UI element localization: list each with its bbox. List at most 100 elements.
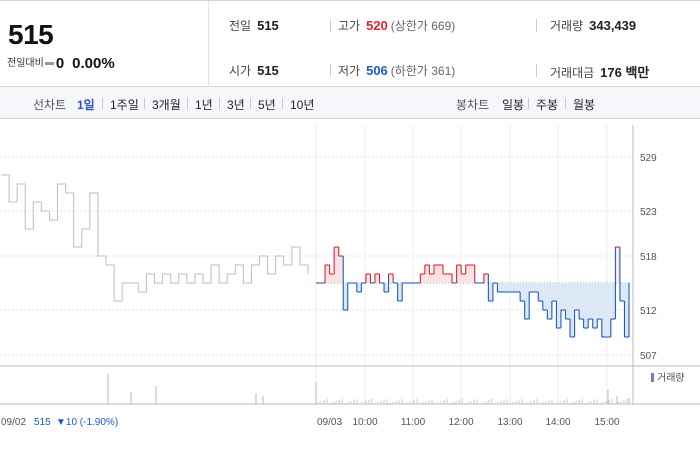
area-fill [483,274,489,283]
area-fill [515,283,521,292]
area-fill [343,283,348,310]
area-fill [374,274,380,283]
line-chart-label: 선차트 [33,98,67,112]
divider [330,19,331,32]
area-fill [574,283,580,310]
volume-legend-swatch [651,373,654,382]
candle-weekly[interactable]: 주봉 [536,98,559,112]
divider [536,64,537,77]
prev-day-change: ▼10 (-1.90%) [56,417,118,428]
y-tick-label: 512 [640,306,657,317]
candle-chart-label: 봉차트 [456,98,490,112]
area-fill [542,283,548,310]
area-fill [538,283,543,301]
x-tick-label: 14:00 [545,417,570,428]
range-10y[interactable]: 10년 [290,98,315,112]
area-fill [334,247,339,283]
area-fill [624,283,629,337]
prev-day-close: 515 [34,417,51,428]
prev-day-date: 09/02 [1,417,26,428]
divider [282,98,283,109]
divider [565,98,566,109]
y-tick-label: 523 [640,207,657,218]
range-1y[interactable]: 1년 [195,98,213,112]
change-label: 전일대비 [7,58,44,69]
area-fill [615,247,620,283]
area-fill [465,265,471,283]
stat-prev-close: 전일 515 [229,18,279,33]
stat-trading-value: 거래대금 176 백만 [550,65,650,80]
divider [330,64,331,77]
stat-open: 시가 515 [229,63,279,78]
area-fill [438,265,444,283]
area-fill [338,256,344,283]
area-fill [606,283,611,337]
quote-header: 515 전일대비 0 0.00% 전일 515 고가 520 (상한가 669) 거래량 3… [0,0,700,87]
area-fill [384,283,389,292]
area-fill [461,274,466,283]
candle-monthly[interactable]: 월봉 [573,98,596,112]
divider [102,98,103,109]
area-fill [488,283,493,301]
area-fill [533,283,539,292]
area-fill [397,283,403,301]
area-fill [420,274,425,283]
area-fill [356,283,362,292]
divider [187,98,188,109]
range-3y[interactable]: 3년 [227,98,245,112]
range-5y[interactable]: 5년 [258,98,276,112]
area-fill [470,265,475,283]
area-fill [579,283,584,319]
stat-low: 저가 506 (하한가 361) [338,63,456,78]
area-fill [329,274,335,283]
x-tick-label: 15:00 [594,417,619,428]
current-price: 515 [8,19,54,50]
x-tick-label: 10:00 [352,417,377,428]
area-fill [560,283,566,310]
chart-grid [0,125,700,405]
divider [219,98,220,109]
prev-day-line [1,174,309,302]
area-fill [443,274,448,283]
change-value: 0 [55,54,65,72]
range-1d[interactable]: 1일 [77,98,95,112]
area-fill [619,283,625,301]
range-3m[interactable]: 3개월 [152,98,181,112]
area-fill [551,283,557,301]
area-fill [447,274,453,283]
area-fill [610,283,616,319]
area-fill [433,265,439,283]
area-fill [429,274,434,283]
area-fill [388,274,394,283]
candle-daily[interactable]: 일봉 [502,98,525,112]
area-fill [588,283,593,319]
area-fill [601,283,607,337]
area-fill [524,283,530,319]
range-1w[interactable]: 1주일 [110,98,139,112]
y-tick-label: 518 [640,252,657,263]
x-tick-label: 11:00 [401,417,426,428]
area-fill [501,283,507,292]
area-fill [520,283,525,301]
divider [528,98,529,109]
stat-high: 고가 520 (상한가 669) [338,18,456,33]
stat-volume: 거래량 343,439 [550,18,637,33]
divider [144,98,145,109]
x-tick-label: 09/03 [317,417,342,428]
divider [536,19,537,32]
area-fill [592,283,598,328]
x-tick-label: 12:00 [448,417,473,428]
area-fill [506,283,512,292]
area-fill [547,283,552,319]
area-fill [497,283,502,292]
area-fill [565,283,571,319]
y-tick-label: 529 [640,153,657,164]
divider [250,98,251,109]
chart-fills [325,247,629,337]
volume-bars [107,374,630,404]
area-fill [424,265,430,283]
y-tick-label: 507 [640,351,657,362]
area-fill [511,283,516,292]
